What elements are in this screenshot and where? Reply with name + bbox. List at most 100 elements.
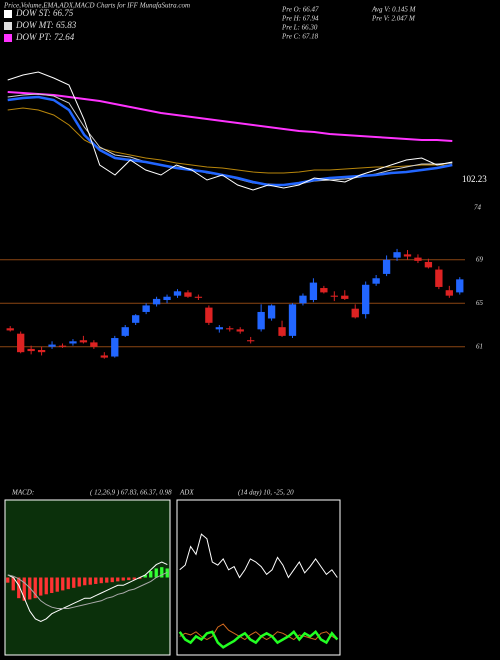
candle-body — [341, 295, 349, 299]
candle-body — [48, 344, 56, 347]
candle-body — [69, 341, 77, 344]
candle-body — [362, 284, 370, 315]
page-title: Price,Volume,EMA,ADX,MACD Charts for IFF… — [3, 2, 190, 10]
candle-body — [58, 345, 67, 347]
y-tick-label: 69 — [476, 255, 484, 263]
legend-label: DOW MT: 65.83 — [15, 20, 77, 30]
histogram-bar — [33, 577, 37, 599]
legend-swatch — [4, 22, 12, 30]
histogram-bar — [88, 577, 92, 585]
candle-body — [173, 291, 182, 296]
candle-body — [278, 327, 286, 336]
histogram-bar — [121, 577, 125, 581]
candle-body — [403, 254, 412, 257]
histogram-bar — [44, 577, 48, 595]
panel — [176, 499, 341, 656]
legend-label: DOW ST: 66.75 — [15, 8, 74, 18]
info-label: Pre V: 2.047 M — [371, 15, 416, 23]
candle-body — [247, 340, 255, 342]
histogram-bar — [6, 577, 10, 583]
series-line — [7, 95, 453, 187]
candle-body — [6, 328, 14, 331]
series-line — [179, 623, 338, 641]
candle-body — [320, 288, 328, 293]
series-line — [7, 571, 168, 609]
candle-body — [17, 333, 25, 353]
histogram-bar — [66, 577, 70, 590]
histogram-bar — [132, 577, 136, 580]
legend-swatch — [4, 10, 12, 18]
histogram-bar — [138, 577, 142, 579]
info-label: Pre L: 66.30 — [281, 24, 318, 32]
histogram-bar — [116, 577, 120, 582]
panel-title: MACD: — [11, 489, 34, 497]
panel-title: ADX — [179, 489, 194, 497]
histogram-bar — [149, 571, 153, 578]
candle-body — [111, 338, 119, 357]
candle-body — [215, 327, 223, 330]
candle-body — [194, 296, 203, 298]
candle-body — [435, 269, 443, 287]
histogram-bar — [77, 577, 81, 587]
histogram-bar — [154, 568, 158, 578]
legend-label: DOW PT: 72.64 — [15, 32, 75, 42]
axis-annotation: 102.23 — [462, 174, 487, 184]
histogram-bar — [61, 577, 65, 591]
candle-body — [142, 305, 150, 312]
histogram-bar — [105, 577, 109, 583]
legend-swatch — [4, 34, 12, 42]
candle-body — [37, 350, 46, 353]
histogram-bar — [39, 577, 43, 596]
y-tick-label: 61 — [476, 342, 483, 350]
series-line — [7, 71, 453, 191]
series-line — [7, 107, 453, 174]
candle-body — [121, 327, 129, 336]
histogram-bar — [83, 577, 87, 586]
histogram-bar — [17, 577, 21, 599]
histogram-bar — [165, 568, 169, 578]
candle-body — [351, 308, 359, 318]
candle-body — [184, 292, 192, 297]
histogram-bar — [72, 577, 76, 588]
histogram-bar — [143, 574, 147, 578]
candle-body — [163, 296, 171, 300]
candle-body — [100, 355, 108, 358]
candle-body — [288, 304, 297, 336]
candle-body — [424, 261, 433, 268]
histogram-bar — [127, 577, 131, 581]
candle-body — [205, 307, 213, 323]
candle-body — [445, 290, 453, 296]
info-label: Pre C: 67.18 — [281, 33, 319, 41]
candle-body — [79, 340, 88, 343]
series-line — [178, 629, 339, 649]
info-label: Avg V: 0.145 M — [371, 6, 417, 14]
candle-body — [456, 279, 464, 293]
panel-params: ( 12,26,9 ) 67.83, 66.37, 0.98 — [90, 489, 172, 497]
histogram-bar — [55, 577, 59, 592]
candle-body — [27, 348, 35, 352]
candle-body — [236, 329, 244, 332]
histogram-bar — [110, 577, 114, 583]
candle-body — [372, 278, 380, 284]
candle-body — [257, 311, 265, 330]
info-label: Pre H: 67.94 — [281, 15, 319, 23]
candle-body — [414, 257, 422, 261]
candle-body — [299, 295, 307, 304]
candle-body — [267, 305, 276, 319]
histogram-bar — [50, 577, 54, 593]
candle-body — [382, 259, 391, 274]
candle-body — [309, 282, 318, 300]
axis-annotation: 74 — [474, 204, 482, 212]
candle-body — [90, 342, 98, 347]
candle-body — [393, 252, 401, 258]
histogram-bar — [99, 577, 103, 584]
candle-body — [226, 328, 234, 330]
series-line — [7, 561, 168, 622]
panel — [4, 499, 171, 656]
candle-body — [132, 315, 140, 323]
candle-body — [152, 298, 161, 305]
histogram-bar — [11, 577, 15, 591]
series-line — [7, 91, 453, 142]
histogram-bar — [22, 577, 26, 601]
